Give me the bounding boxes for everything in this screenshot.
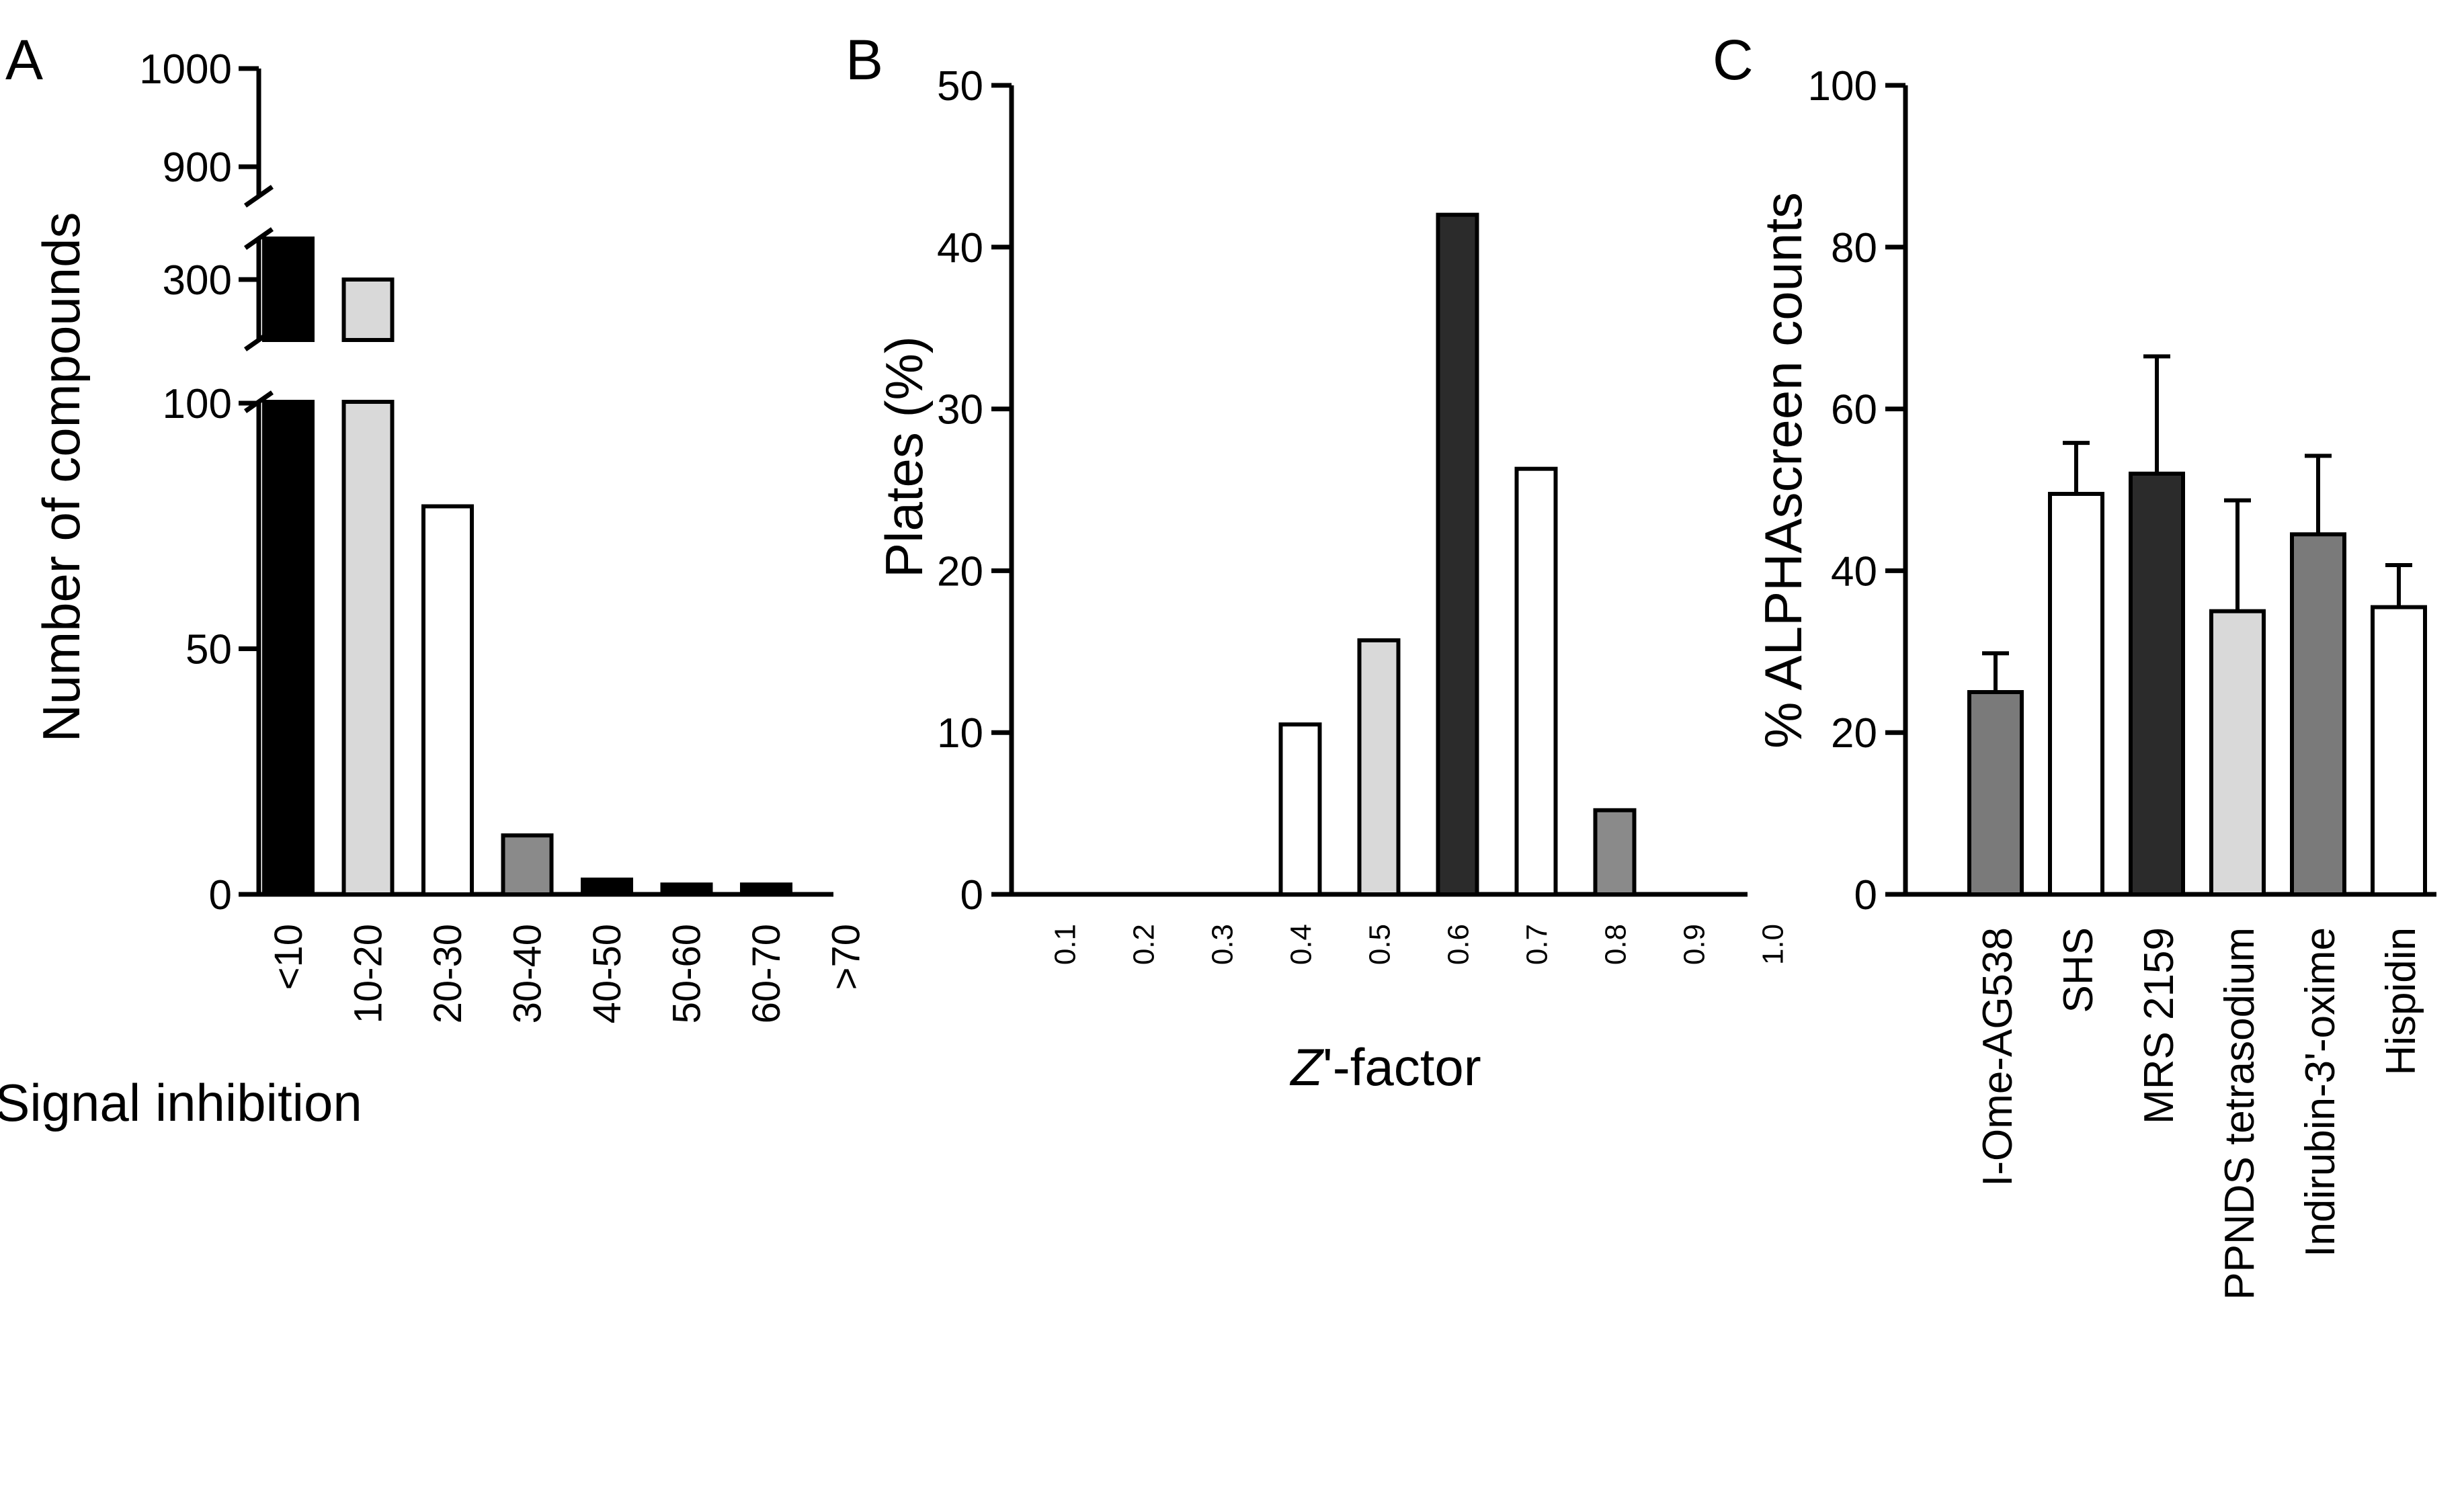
panel-b-x-tick-label: 1.0 — [1757, 924, 1790, 965]
panel-a-bar — [581, 878, 633, 896]
panel-a-y-tick-label: 0 — [209, 872, 232, 919]
panel-a-bar-upper-part — [341, 278, 395, 342]
panel-a-x-tick-label: 40-50 — [585, 924, 629, 1023]
panel-b-bar — [1357, 638, 1401, 896]
panel-c-x-tick-label: Hispidin — [2378, 927, 2424, 1076]
panel-b: B Z'-factor Plates (%) 0 10 20 30 40 50 0.1 0.2… — [846, 28, 1790, 1097]
panel-c-y-tick-label: 80 — [1831, 225, 1877, 271]
panel-c-x-tick-label: MRS 2159 — [2136, 927, 2182, 1124]
panel-a-x-axis-title: % Signal inhibition — [0, 1073, 362, 1132]
panel-c-bar — [2209, 609, 2266, 896]
panel-c-bar — [2371, 605, 2427, 897]
panel-b-y-axis-title: Plates (%) — [874, 336, 934, 578]
panel-a: A % Signal inhibition Number of compound… — [0, 28, 868, 1132]
panel-b-x-tick-label: 0.1 — [1049, 924, 1082, 965]
panel-a-label: A — [5, 28, 43, 91]
panel-a-bar-lower-part — [341, 400, 395, 896]
panel-a-bar — [501, 833, 554, 897]
panel-b-y-tick-label: 20 — [937, 548, 983, 595]
panel-b-x-tick-label: 0.8 — [1600, 924, 1633, 965]
panel-b-x-tick-label: 0.7 — [1521, 924, 1554, 965]
panel-b-bar — [1514, 466, 1558, 896]
panel-b-x-tick-label: 0.9 — [1678, 924, 1711, 965]
panel-a-x-tick-label: 50-60 — [665, 924, 709, 1023]
panel-c-y-tick-label: 40 — [1831, 548, 1877, 595]
panel-c-bar — [2048, 492, 2104, 896]
panel-b-label: B — [846, 28, 883, 91]
panel-b-bar — [1278, 722, 1322, 897]
panel-b-bar — [1593, 808, 1637, 897]
panel-b-y-tick-label: 40 — [937, 225, 983, 271]
panel-a-y-tick-label: 1000 — [139, 46, 232, 93]
panel-a-bar-upper-part — [262, 237, 315, 342]
panel-c-x-tick-label: PPNDS tetrasodium — [2217, 927, 2263, 1300]
panel-a-x-tick-label: 60-70 — [745, 924, 788, 1023]
panel-a-x-tick-label: 20-30 — [426, 924, 470, 1023]
panel-a-y-tick-label: 50 — [186, 627, 232, 673]
panel-a-x-tick-label: 30-40 — [506, 924, 550, 1023]
panel-a-bar — [660, 882, 713, 897]
panel-b-x-tick-label: 0.6 — [1442, 924, 1475, 965]
panel-c-bar — [2290, 532, 2346, 896]
panel-a-bar-lower-part — [262, 400, 315, 896]
panel-a-axis-break-middle-top — [243, 227, 274, 250]
panel-b-x-axis-title: Z'-factor — [1289, 1037, 1481, 1097]
panel-a-x-tick-label: 10-20 — [347, 924, 391, 1023]
panel-c-x-tick-label: SHS — [2055, 927, 2102, 1013]
panel-a-y-axis-title: Number of compounds — [32, 212, 91, 742]
panel-c-bar — [1967, 690, 2024, 896]
panel-b-y-tick-label: 0 — [960, 872, 983, 919]
panel-c-y-tick-label: 100 — [1808, 63, 1877, 110]
panel-a-y-tick-label: 100 — [163, 381, 232, 427]
panel-b-x-tick-label: 0.5 — [1364, 924, 1397, 965]
panel-c-bar — [2129, 471, 2185, 896]
panel-c-x-tick-label: Indirubin-3'-oxime — [2297, 927, 2344, 1257]
panel-c-y-tick-label: 0 — [1854, 872, 1877, 919]
panel-c: C % ALPHAscreen counts 0 20 40 60 80 100 I-Ome… — [1713, 28, 2436, 1300]
panel-a-axis-break-upper-bottom — [243, 185, 274, 208]
panel-a-y-tick-label: 900 — [163, 144, 232, 191]
panel-c-y-tick-label: 20 — [1831, 710, 1877, 757]
panel-b-y-tick-label: 50 — [937, 63, 983, 110]
panel-c-y-tick-label: 60 — [1831, 387, 1877, 433]
panel-b-y-tick-label: 10 — [937, 710, 983, 757]
panel-b-y-tick-label: 30 — [937, 387, 983, 433]
panel-a-bar — [421, 504, 474, 896]
panel-a-x-tick-label: <10 — [267, 924, 311, 990]
panel-a-x-tick-label: >70 — [825, 924, 868, 990]
panel-c-y-axis-title: % ALPHAscreen counts — [1754, 192, 1813, 749]
panel-b-x-tick-label: 0.3 — [1206, 924, 1239, 965]
panel-c-label: C — [1713, 28, 1754, 91]
panel-b-x-tick-label: 0.4 — [1285, 924, 1318, 965]
panel-a-y-tick-label: 300 — [163, 257, 232, 304]
panel-b-bar — [1436, 212, 1479, 896]
panel-a-bar — [740, 882, 792, 897]
panel-b-x-tick-label: 0.2 — [1128, 924, 1161, 965]
panel-c-x-tick-label: I-Ome-AG538 — [1975, 927, 2021, 1187]
